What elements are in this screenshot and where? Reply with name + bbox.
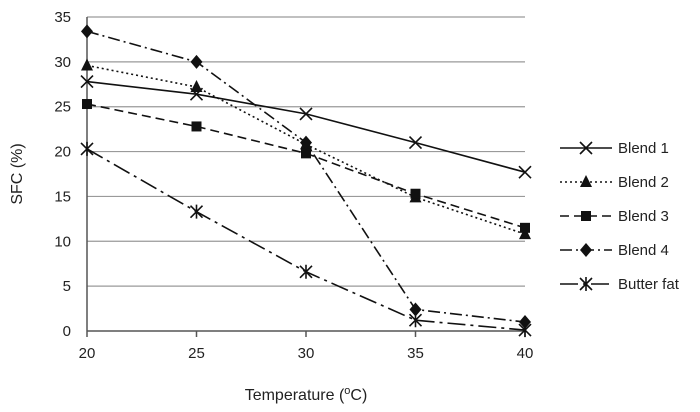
legend-item: Blend 4 (560, 242, 669, 259)
data-point (81, 58, 93, 71)
data-point (190, 54, 203, 69)
y-tick-label: 0 (63, 323, 71, 340)
x-tick-label: 40 (517, 345, 534, 362)
series-blend-3 (82, 99, 530, 233)
data-point (300, 135, 312, 150)
y-tick-label: 25 (54, 99, 71, 116)
x-title-superscript: o (344, 385, 350, 397)
legend: Blend 1 Blend 2 Blend 3 Blend 4 Butter fat (560, 140, 680, 293)
legend-marker (580, 243, 592, 257)
data-point (409, 302, 422, 317)
series-blend-1 (80, 75, 532, 179)
legend-label: Blend 4 (618, 242, 669, 259)
x-tick-label: 25 (188, 345, 205, 362)
legend-label: Blend 2 (618, 174, 669, 191)
y-tick-label: 5 (63, 278, 71, 295)
data-point (82, 99, 92, 110)
data-point (301, 148, 311, 159)
series-butter-fat (80, 141, 532, 338)
data-point (189, 204, 204, 219)
y-tick-label: 10 (54, 233, 71, 250)
data-point (520, 222, 530, 233)
series-line (86, 148, 526, 331)
x-title-text: Temperature ( (245, 387, 345, 404)
legend-label: Blend 3 (618, 208, 669, 225)
data-point (80, 141, 94, 156)
data-point (191, 121, 202, 132)
data-point (519, 315, 531, 330)
legend-item: Blend 3 (560, 208, 669, 225)
data-point (408, 313, 423, 328)
data-point (80, 75, 94, 89)
x-title-unit: C) (350, 387, 367, 404)
legend-marker (581, 211, 591, 221)
legend-item: Blend 1 (560, 140, 669, 157)
data-point (518, 323, 532, 338)
x-tick-label: 20 (79, 345, 96, 362)
axes: 0 5 10 15 20 25 30 35 20 25 30 35 40 (54, 9, 533, 362)
data-point (408, 136, 423, 150)
legend-label: Blend 1 (618, 140, 669, 157)
legend-marker (580, 175, 592, 187)
x-axis-title: Temperature (oC) (245, 385, 368, 404)
data-point (518, 165, 532, 179)
y-tick-label: 20 (54, 144, 71, 161)
series-line (86, 103, 526, 229)
data-point (81, 24, 93, 39)
data-point (410, 188, 421, 199)
series-blend-4 (81, 24, 531, 330)
gridlines (87, 16, 525, 287)
legend-marker (579, 141, 593, 155)
x-tick-label: 30 (298, 345, 315, 362)
y-axis-title: SFC (%) (9, 143, 26, 204)
x-tick-label: 35 (407, 345, 424, 362)
data-point (190, 79, 203, 92)
data-point (299, 107, 313, 121)
y-tick-label: 15 (54, 188, 71, 205)
data-point (299, 264, 313, 279)
data-point (519, 227, 531, 240)
y-tick-label: 30 (54, 54, 71, 71)
legend-marker (579, 277, 593, 291)
legend-item: Blend 2 (560, 174, 669, 191)
series-lines (80, 24, 532, 338)
legend-label: Butter fat (618, 276, 680, 293)
series-line (86, 80, 526, 173)
y-tick-label: 35 (54, 9, 71, 26)
legend-item: Butter fat (560, 276, 680, 293)
